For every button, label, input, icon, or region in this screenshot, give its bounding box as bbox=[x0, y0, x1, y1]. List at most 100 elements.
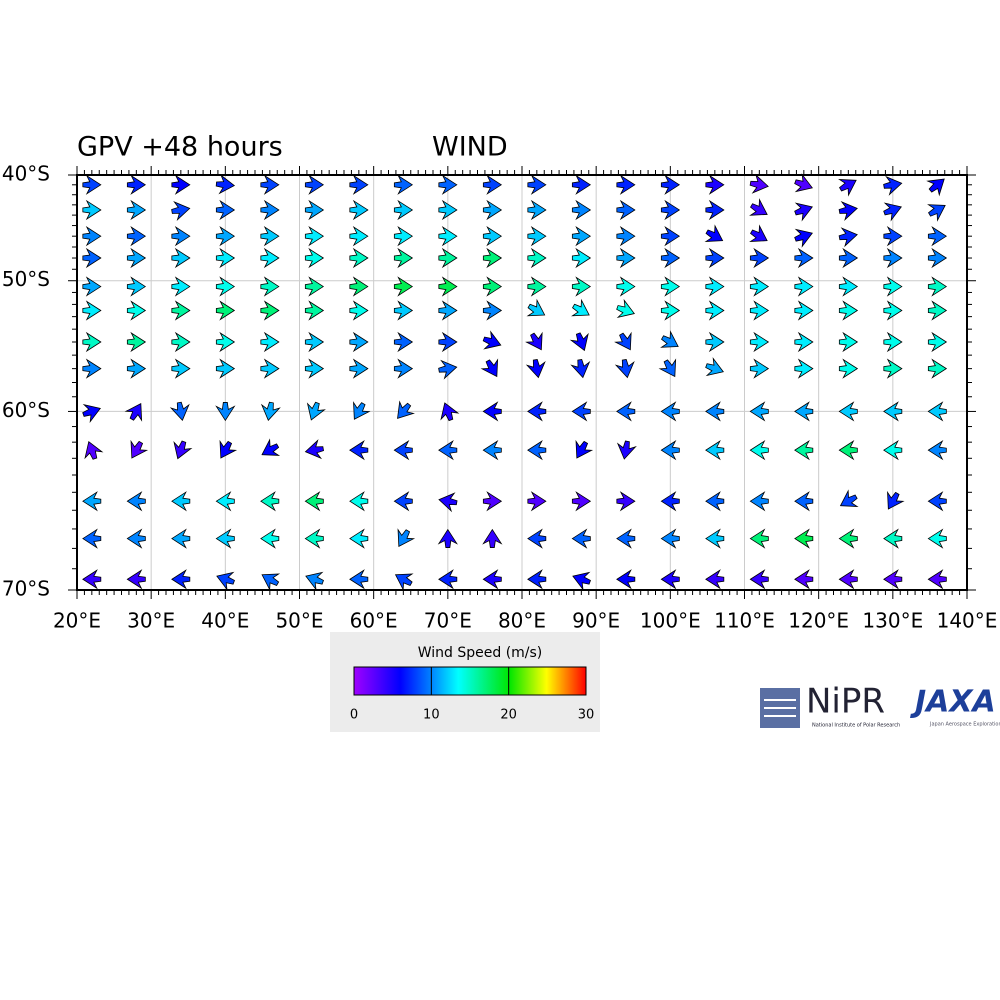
wind-arrow bbox=[126, 331, 147, 353]
wind-arrow bbox=[927, 491, 947, 512]
wind-arrow bbox=[349, 331, 369, 353]
wind-arrow bbox=[130, 439, 149, 459]
wind-arrow bbox=[82, 528, 102, 549]
wind-arrow bbox=[440, 402, 460, 422]
wind-arrow bbox=[525, 358, 546, 379]
wind-arrow bbox=[82, 569, 102, 590]
wind-arrow bbox=[883, 226, 903, 247]
wind-arrow bbox=[838, 300, 859, 321]
wind-arrow bbox=[704, 224, 724, 242]
wind-arrow bbox=[126, 247, 147, 269]
wind-arrow bbox=[349, 300, 369, 321]
wind-arrow bbox=[838, 179, 857, 197]
wind-arrow bbox=[525, 331, 543, 351]
colorbar-tick-label: 30 bbox=[578, 708, 595, 723]
wind-arrow bbox=[438, 440, 458, 461]
wind-arrow bbox=[304, 226, 325, 247]
wind-arrow bbox=[527, 440, 547, 461]
lat-tick-label: 40°S bbox=[2, 162, 50, 186]
wind-arrow bbox=[660, 226, 681, 247]
lat-tick-label: 60°S bbox=[2, 398, 50, 422]
wind-arrow bbox=[838, 528, 858, 549]
wind-arrow bbox=[660, 276, 681, 297]
wind-arrow bbox=[705, 401, 725, 422]
wind-arrow bbox=[353, 401, 371, 420]
wind-arrow bbox=[616, 528, 636, 549]
wind-arrow bbox=[883, 247, 903, 269]
wind-arrow bbox=[216, 571, 235, 591]
colorbar-tick-label: 10 bbox=[423, 708, 440, 723]
wind-arrow bbox=[794, 300, 814, 321]
wind-arrow bbox=[438, 174, 458, 195]
lat-tick-label: 50°S bbox=[2, 267, 50, 291]
wind-arrow bbox=[749, 401, 769, 422]
wind-arrow bbox=[660, 247, 681, 269]
wind-arrow bbox=[883, 276, 903, 297]
wind-arrow bbox=[349, 199, 369, 221]
wind-arrow bbox=[838, 358, 859, 379]
wind-arrow bbox=[349, 174, 369, 195]
wind-arrow bbox=[482, 174, 503, 195]
wind-arrow bbox=[794, 247, 814, 269]
wind-arrow bbox=[215, 226, 236, 247]
lon-tick-label: 30°E bbox=[127, 609, 175, 633]
wind-arrow bbox=[169, 401, 190, 422]
wind-arrow bbox=[260, 276, 280, 297]
wind-arrow bbox=[397, 400, 415, 419]
wind-arrow bbox=[438, 276, 458, 297]
wind-arrow bbox=[260, 491, 280, 512]
wind-arrow bbox=[749, 331, 770, 353]
wind-arrow bbox=[393, 174, 414, 195]
wind-arrow bbox=[349, 226, 369, 247]
wind-arrow bbox=[260, 199, 280, 221]
wind-arrow bbox=[171, 226, 191, 247]
wind-arrow bbox=[794, 358, 814, 379]
wind-arrow bbox=[482, 247, 503, 269]
wind-arrow bbox=[794, 276, 814, 297]
wind-arrow bbox=[794, 528, 814, 549]
nipr-logo: NiPR National Institute of Polar Researc… bbox=[760, 682, 900, 729]
wind-arrow bbox=[304, 276, 325, 297]
wind-arrow bbox=[705, 199, 725, 221]
lon-tick-label: 110°E bbox=[714, 609, 775, 633]
wind-arrow bbox=[883, 202, 902, 222]
wind-arrow bbox=[260, 331, 280, 353]
lon-tick-label: 40°E bbox=[201, 609, 249, 633]
wind-arrow bbox=[887, 490, 905, 510]
wind-arrow bbox=[614, 358, 635, 379]
wind-arrow bbox=[705, 247, 725, 269]
wind-arrow bbox=[794, 491, 814, 512]
wind-arrow bbox=[173, 440, 193, 460]
wind-arrow bbox=[749, 358, 770, 379]
wind-arrow bbox=[215, 247, 236, 269]
wind-arrow bbox=[927, 358, 948, 379]
lat-tick-label: 70°S bbox=[2, 577, 50, 601]
wind-arrow bbox=[82, 247, 102, 269]
wind-arrow bbox=[482, 528, 503, 548]
wind-arrow bbox=[261, 573, 281, 592]
wind-arrow bbox=[349, 491, 369, 512]
wind-arrow bbox=[838, 276, 859, 297]
wind-arrow bbox=[304, 528, 324, 549]
wind-arrow bbox=[126, 226, 147, 247]
lon-tick-label: 20°E bbox=[53, 609, 101, 633]
wind-arrow bbox=[393, 331, 414, 353]
wind-arrow bbox=[749, 491, 769, 512]
wind-arrow bbox=[794, 228, 813, 248]
lon-tick-label: 50°E bbox=[275, 609, 323, 633]
wind-arrow bbox=[215, 358, 236, 379]
wind-arrow bbox=[927, 331, 948, 353]
lon-tick-label: 120°E bbox=[788, 609, 849, 633]
wind-arrow bbox=[571, 199, 592, 221]
wind-arrow bbox=[527, 569, 547, 590]
wind-arrow bbox=[660, 330, 679, 348]
wind-arrow bbox=[838, 331, 859, 353]
wind-arrow bbox=[260, 226, 280, 247]
wind-arrow bbox=[393, 276, 414, 297]
wind-arrow bbox=[883, 175, 903, 196]
wind-arrow bbox=[438, 331, 458, 353]
wind-arrow bbox=[171, 247, 191, 269]
wind-arrow bbox=[393, 491, 413, 512]
wind-arrow bbox=[171, 174, 191, 195]
wind-arrow bbox=[171, 491, 191, 512]
